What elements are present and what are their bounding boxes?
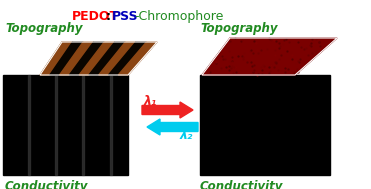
Polygon shape	[99, 42, 136, 75]
Text: Conductivity: Conductivity	[200, 180, 283, 189]
Polygon shape	[89, 42, 125, 75]
Text: :: :	[106, 10, 111, 23]
Bar	[82, 75, 84, 175]
Bar	[3, 75, 128, 175]
FancyArrow shape	[147, 119, 198, 135]
Text: PSS: PSS	[112, 10, 139, 23]
Text: Topography: Topography	[200, 22, 278, 35]
Polygon shape	[40, 42, 73, 75]
Text: -Chromophore: -Chromophore	[134, 10, 223, 23]
Polygon shape	[79, 42, 115, 75]
Text: λ₂: λ₂	[180, 129, 193, 142]
Text: Topography: Topography	[5, 22, 82, 35]
Text: Conductivity: Conductivity	[5, 180, 88, 189]
Bar	[200, 75, 330, 175]
Polygon shape	[108, 42, 147, 75]
Bar	[28, 75, 30, 175]
Bar	[55, 75, 57, 175]
Text: λ₁: λ₁	[144, 95, 157, 108]
Text: PEDOT: PEDOT	[72, 10, 119, 23]
Polygon shape	[118, 42, 157, 75]
FancyArrow shape	[142, 102, 193, 118]
Polygon shape	[69, 42, 104, 75]
Polygon shape	[202, 38, 337, 75]
Polygon shape	[60, 42, 93, 75]
Polygon shape	[50, 42, 83, 75]
Bar	[110, 75, 112, 175]
